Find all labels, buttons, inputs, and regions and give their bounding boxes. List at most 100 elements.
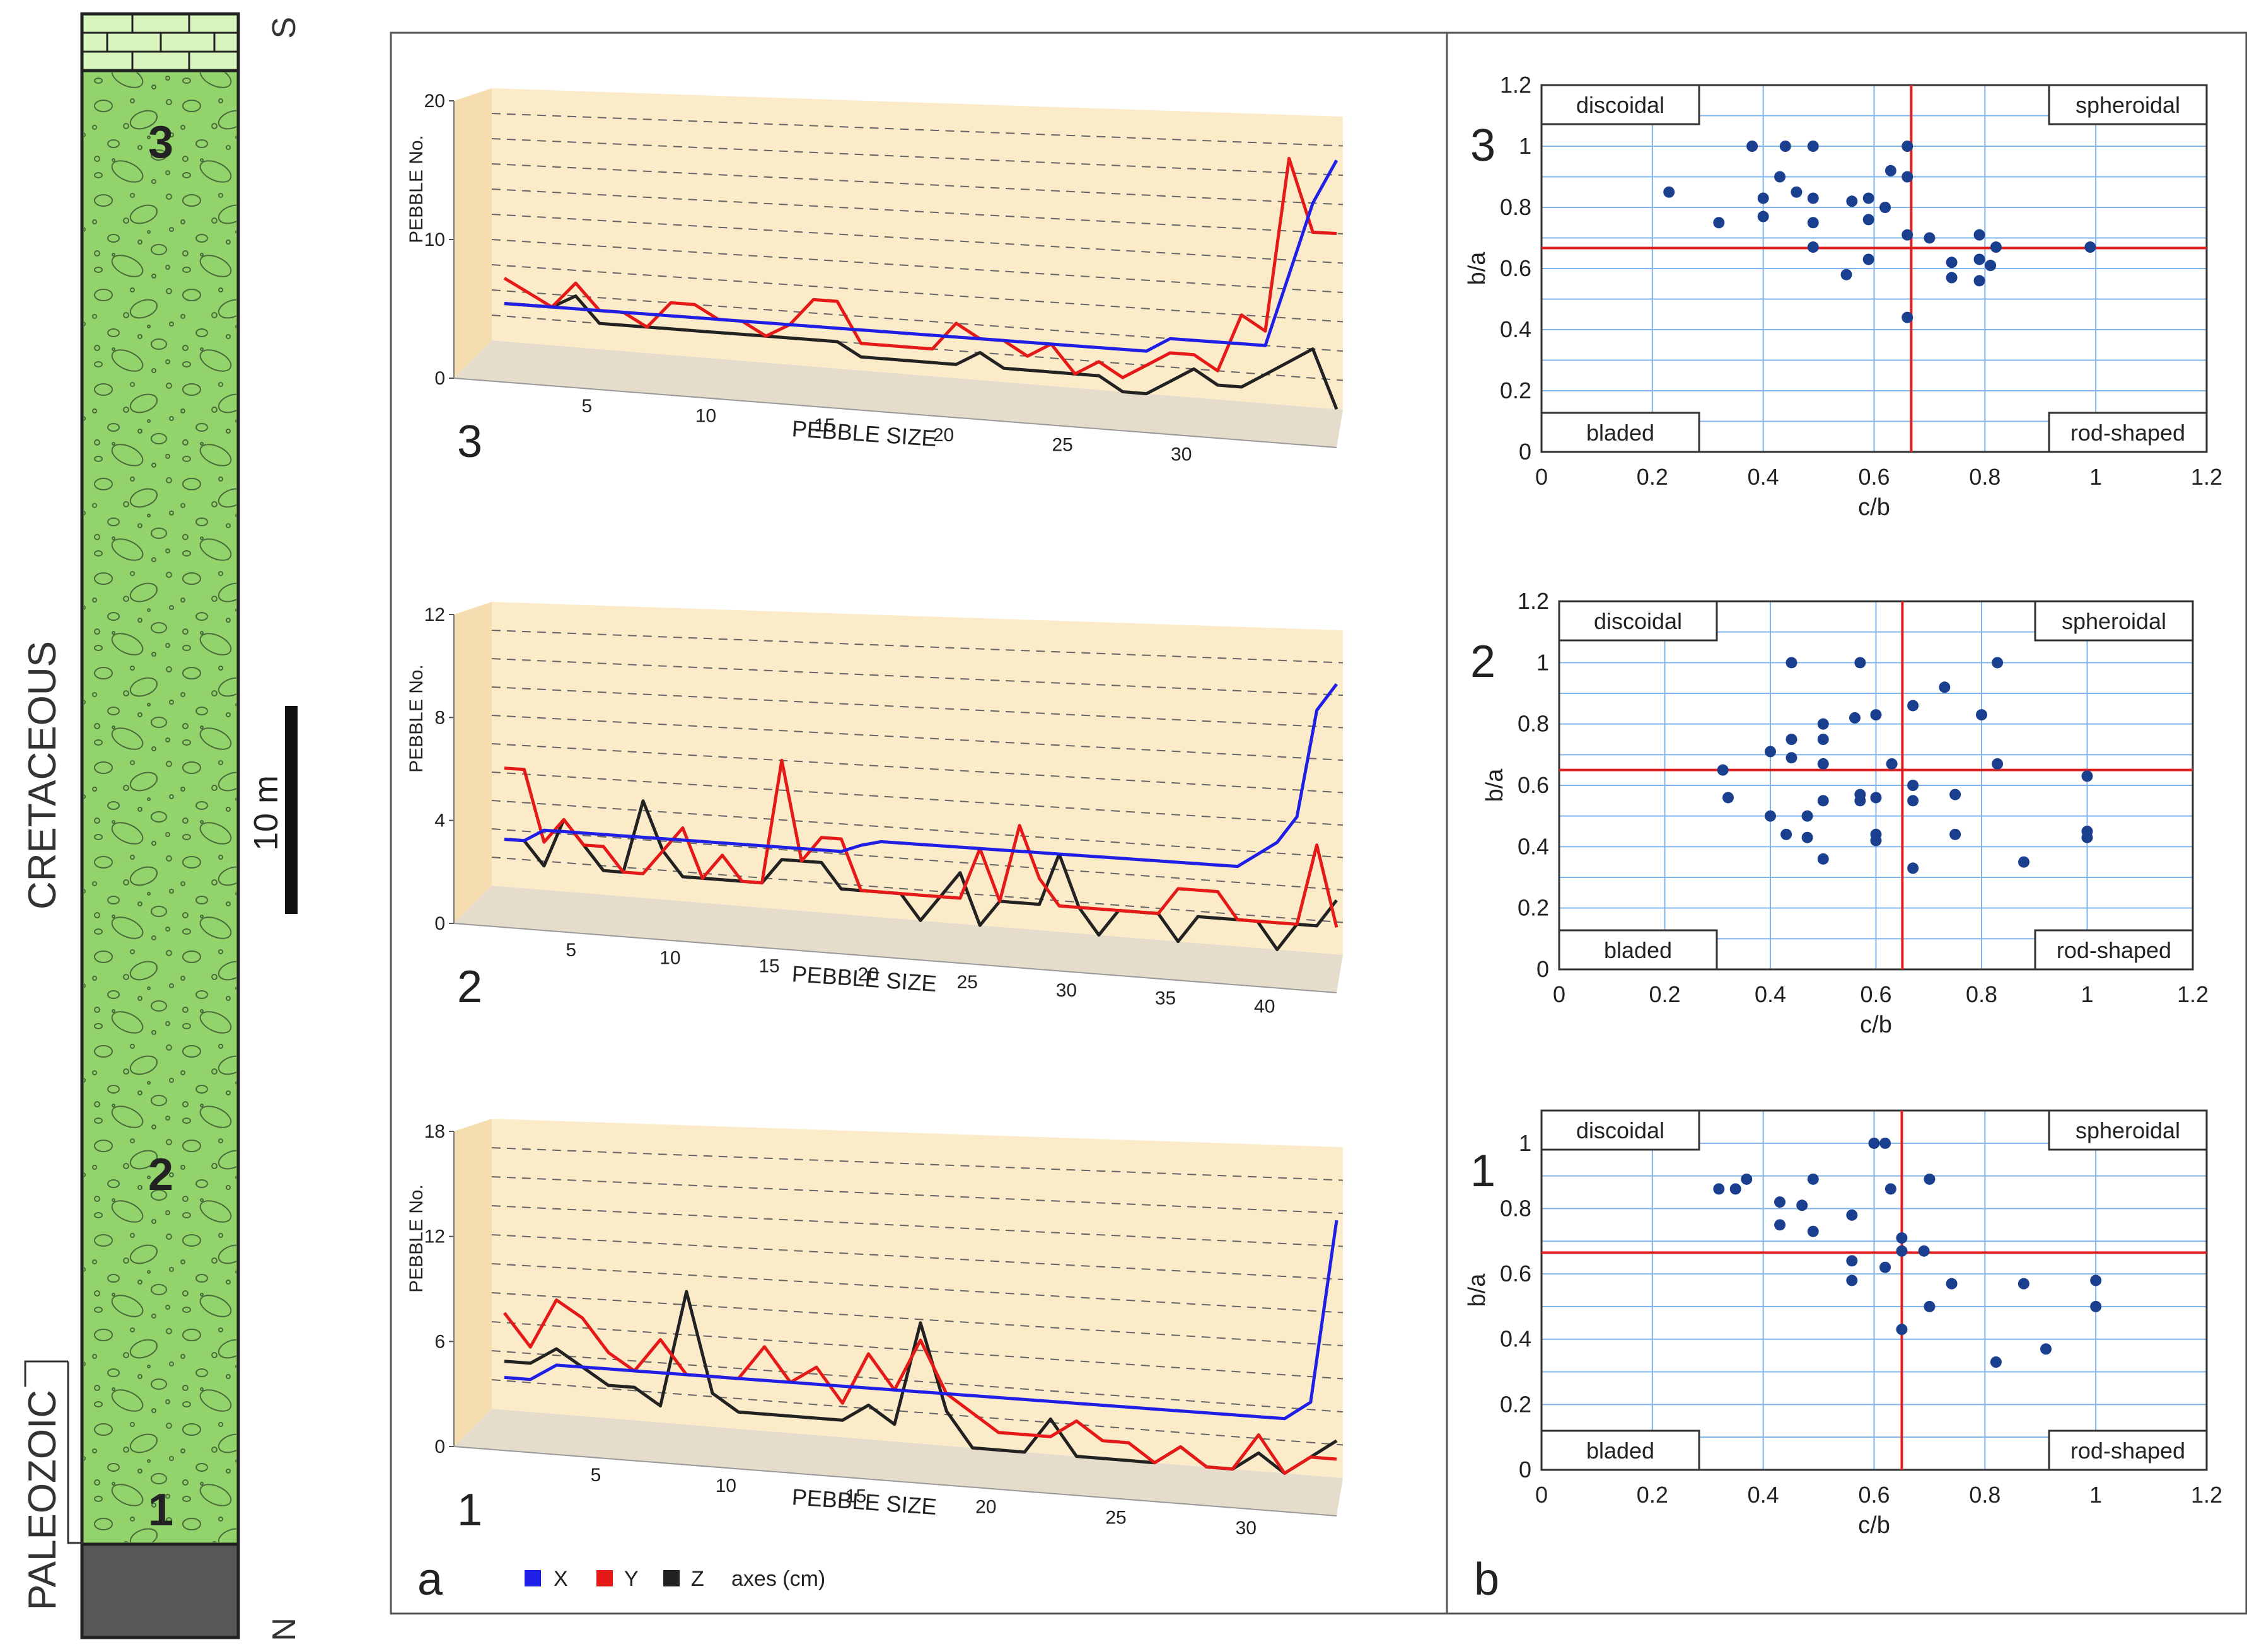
data-point	[1807, 1225, 1819, 1237]
y-tick-label: 0.8	[1500, 1195, 1531, 1221]
chart-number: 2	[1470, 637, 1495, 687]
data-point	[1946, 1278, 1958, 1290]
data-point	[1840, 269, 1852, 280]
limestone-bricks	[82, 14, 238, 71]
chart-gridline	[491, 1176, 1344, 1214]
data-point	[1807, 217, 1819, 229]
x-tick-label: 0.2	[1649, 981, 1680, 1007]
data-point	[1868, 1137, 1880, 1149]
chart-number: 3	[1470, 120, 1495, 171]
data-point	[1870, 835, 1882, 846]
data-point	[1990, 1356, 2002, 1368]
chart-floor	[454, 886, 1343, 993]
data-point	[1924, 232, 1936, 244]
data-point	[1779, 141, 1791, 152]
y-tick-label: 12	[424, 1227, 445, 1247]
data-point	[1990, 241, 2002, 253]
data-point	[1862, 214, 1874, 226]
data-point	[1879, 1261, 1891, 1273]
data-point	[1791, 186, 1803, 198]
data-point	[1765, 746, 1776, 758]
data-point	[1765, 810, 1776, 822]
x-axis-title: PEBBLE SIZE	[791, 415, 938, 451]
data-point	[1992, 758, 2004, 770]
x-tick-label: 0.8	[1966, 981, 1997, 1007]
plot-frame	[1540, 1109, 2208, 1471]
chart-gridline	[491, 658, 1344, 696]
scale-bar	[285, 706, 298, 914]
data-point	[1757, 211, 1769, 222]
data-point	[1846, 1255, 1858, 1267]
x-axis-line	[453, 378, 1337, 448]
x-tick-label: 30	[1056, 980, 1077, 1001]
x-tick-label: 0.6	[1858, 464, 1890, 490]
y-tick-label: 0	[1536, 956, 1549, 982]
data-point	[1785, 734, 1797, 745]
x-axis-line	[453, 1446, 1337, 1516]
chart-gridline	[491, 857, 1344, 923]
data-point	[2090, 1274, 2102, 1286]
data-point	[1817, 734, 1829, 745]
x-tick-label: 10	[716, 1476, 736, 1496]
chart-gridline	[491, 800, 1344, 858]
y-tick-label: 0.2	[1518, 895, 1549, 921]
basement-label: PALEOZOIC	[21, 1390, 64, 1610]
x-tick-label: 5	[582, 396, 593, 417]
field-spheroidal-box	[2048, 84, 2208, 125]
x-tick-label: 0.8	[1969, 464, 2000, 490]
x-tick-label: 20	[975, 1496, 996, 1517]
y-tick-label: 0	[434, 913, 445, 934]
pebble-chart-2: 0 4 8 12 5 10 15 20 25 30 35 40 PEBBLE No. PEBBLE SIZ…	[406, 602, 1344, 1017]
data-point	[1729, 1183, 1741, 1195]
data-point	[1854, 657, 1866, 669]
y-tick-label: 0.6	[1518, 772, 1549, 798]
chart-back-wall	[492, 602, 1343, 955]
series-y-line	[503, 156, 1337, 379]
data-point	[1796, 1199, 1808, 1211]
x-tick-label: 0	[1535, 464, 1548, 490]
x-tick-label: 1	[2089, 1482, 2102, 1508]
data-point	[1939, 681, 1951, 693]
y-tick-label: 0.6	[1500, 255, 1531, 281]
x-tick-label: 40	[1254, 996, 1275, 1017]
data-point	[1902, 229, 1913, 241]
data-point	[1817, 718, 1829, 730]
data-point	[1717, 764, 1729, 776]
y-tick-label: 0.2	[1500, 1391, 1531, 1417]
shape-chart-2: discoidal spheroidal bladed rod-shaped 0 0.2 0…	[1470, 588, 2209, 1038]
field-spheroidal-label: spheroidal	[2076, 92, 2180, 118]
y-axis-title: PEBBLE No.	[406, 1184, 427, 1293]
x-tick-label: 1	[2081, 981, 2093, 1007]
data-point	[1846, 1274, 1858, 1286]
chart-gridline	[491, 163, 1344, 205]
data-point	[1741, 1173, 1753, 1185]
paleozoic-bracket	[24, 1360, 68, 1387]
data-point	[1785, 752, 1797, 764]
data-point	[1862, 253, 1874, 265]
x-tick-label: 15	[845, 1486, 866, 1507]
chart-number: 1	[1470, 1146, 1495, 1196]
y-tick-label: 0.8	[1500, 194, 1531, 220]
y-tick-label: 1	[1536, 649, 1549, 675]
y-tick-label: 0	[434, 368, 445, 389]
data-point	[1992, 657, 2004, 669]
y-tick-label: 0.4	[1500, 1326, 1531, 1352]
chart-gridline	[491, 630, 1344, 664]
data-point	[1902, 171, 1913, 183]
chart-gridline	[491, 743, 1344, 794]
data-point	[1774, 1219, 1786, 1231]
chart-gridline	[491, 1263, 1344, 1314]
x-tick-label: 1.2	[2191, 1482, 2222, 1508]
data-point	[1722, 792, 1734, 804]
chart-gridline	[491, 239, 1344, 293]
panel-a-label: a	[417, 1554, 443, 1605]
series-y-line	[504, 758, 1338, 928]
plot-frame	[1540, 84, 2208, 453]
data-point	[1973, 253, 1985, 265]
x-tick-label: 5	[591, 1465, 601, 1486]
data-point	[1785, 657, 1797, 669]
data-point	[1896, 1245, 1908, 1257]
x-tick-label: 15	[758, 956, 779, 976]
panel-b-label: b	[1474, 1554, 1499, 1605]
